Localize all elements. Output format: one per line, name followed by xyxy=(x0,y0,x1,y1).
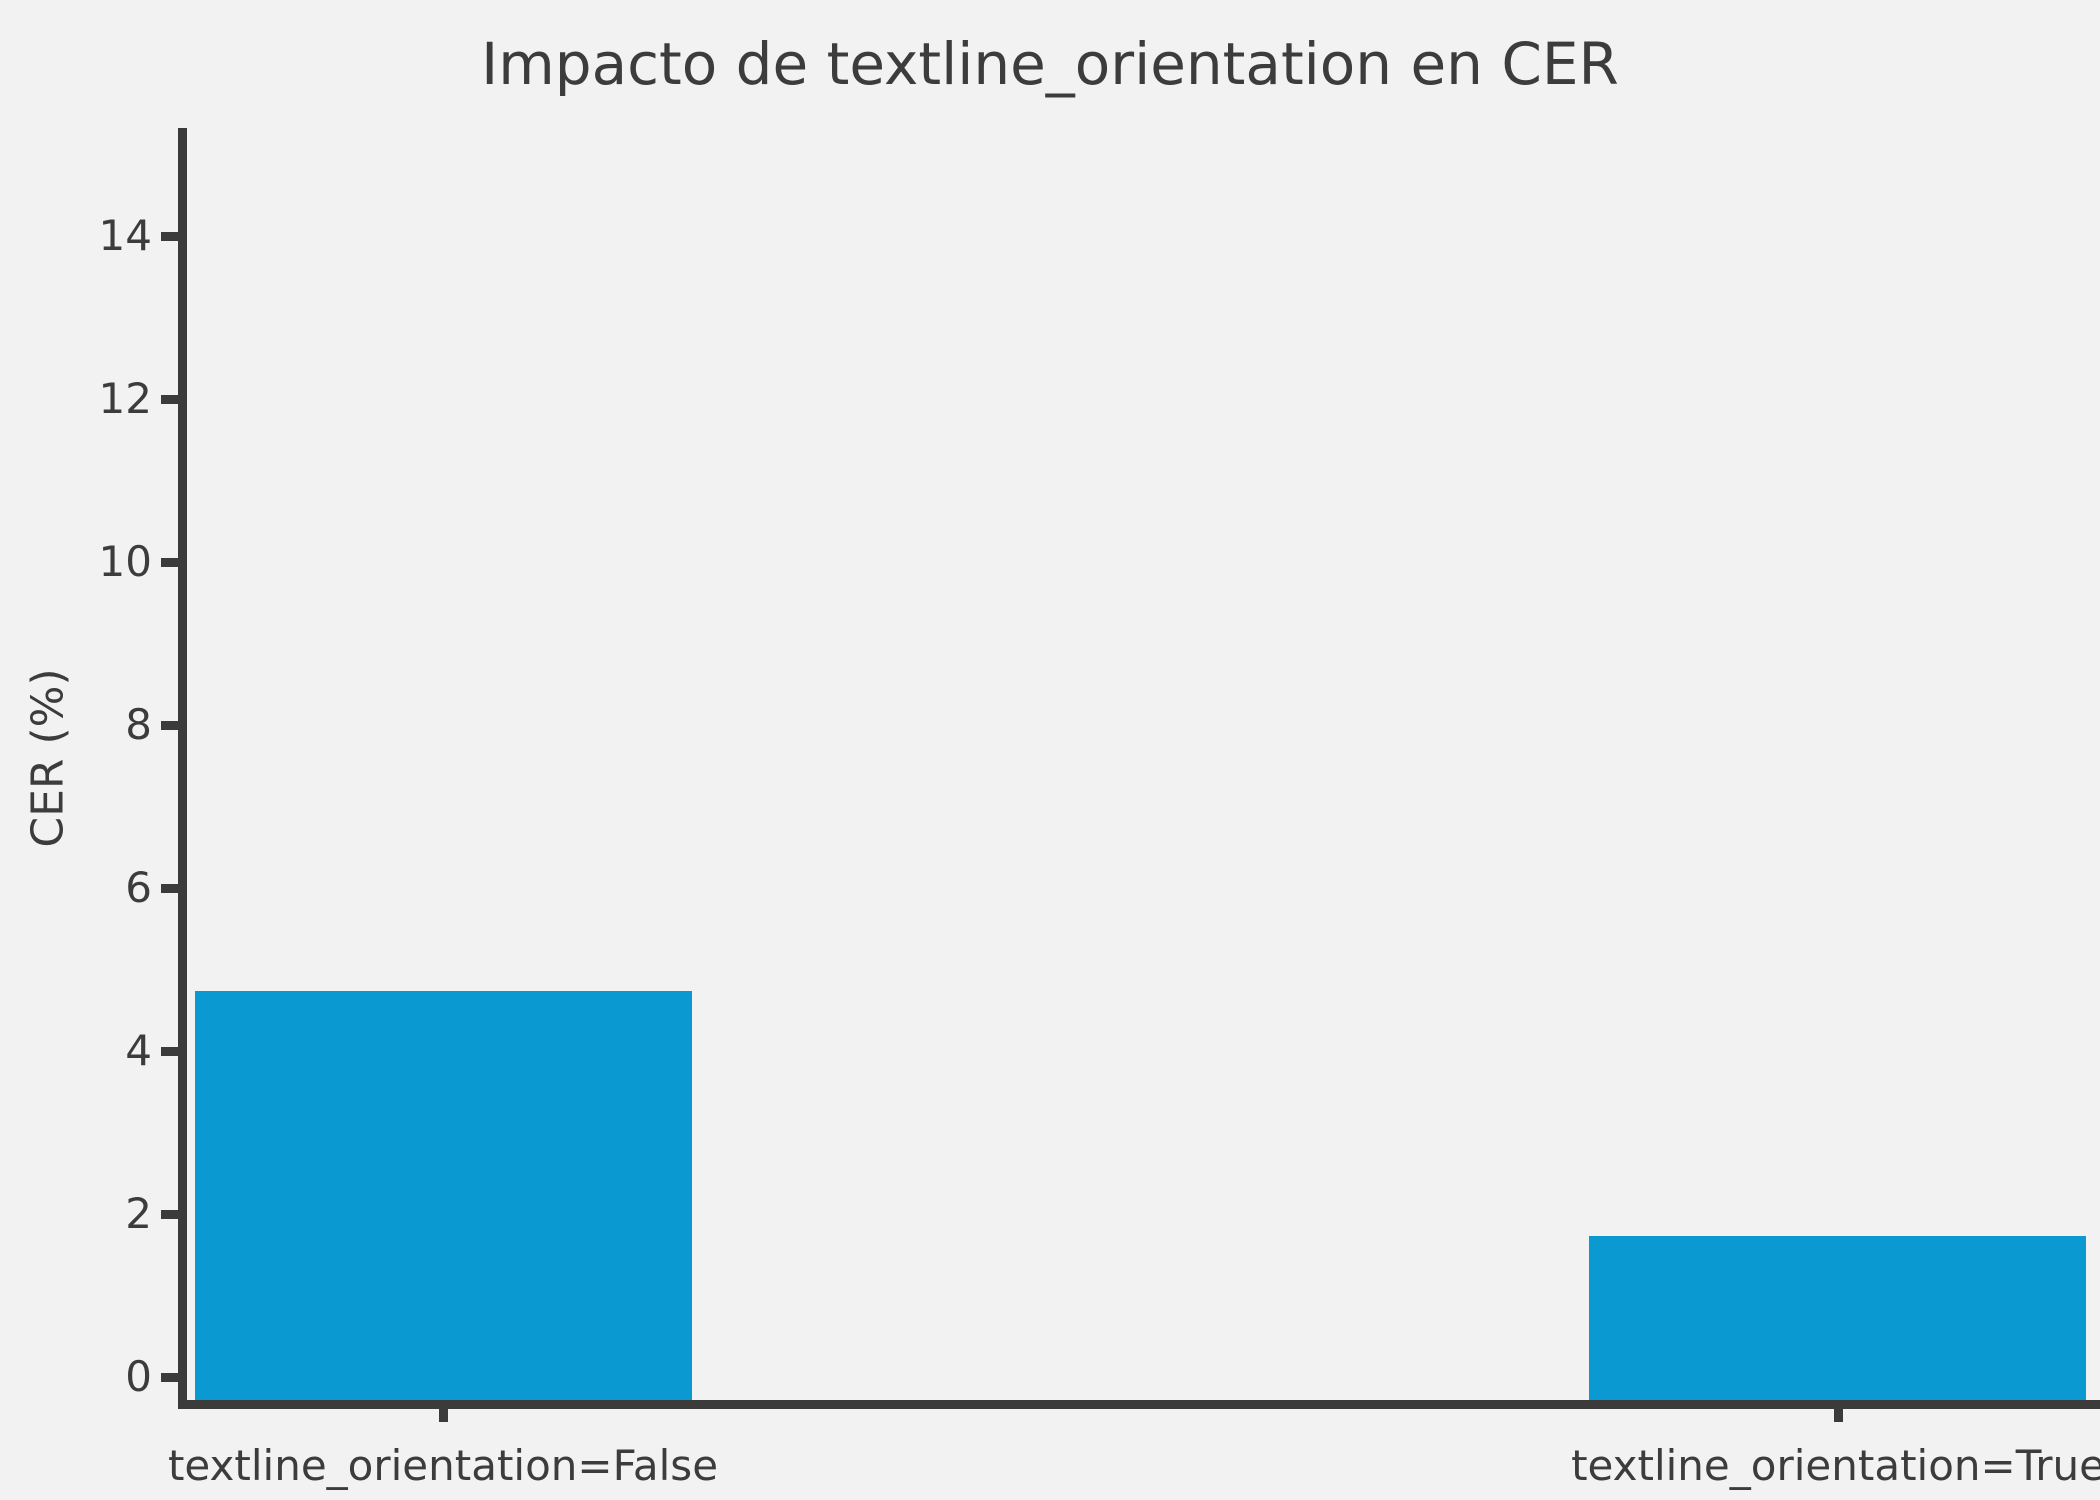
chart-title: Impacto de textline_orientation en CER xyxy=(481,30,1619,98)
y-tick-label: 10 xyxy=(98,537,152,586)
y-tick-mark xyxy=(161,721,178,730)
y-tick-mark xyxy=(161,232,178,241)
y-tick-label: 2 xyxy=(125,1189,152,1238)
bar-true xyxy=(1589,1236,2086,1400)
x-axis-spine xyxy=(178,1400,2100,1409)
y-tick-mark xyxy=(161,1210,178,1219)
y-tick-label: 4 xyxy=(125,1026,152,1075)
y-tick-mark xyxy=(161,558,178,567)
y-tick-mark xyxy=(161,1047,178,1056)
x-tick-label: textline_orientation=True xyxy=(1571,1441,2100,1490)
y-tick-label: 14 xyxy=(98,211,152,260)
y-axis-spine xyxy=(178,128,187,1409)
x-tick-mark xyxy=(439,1409,448,1422)
y-tick-label: 0 xyxy=(125,1352,152,1401)
y-tick-mark xyxy=(161,884,178,893)
y-tick-mark xyxy=(161,1373,178,1382)
y-tick-label: 8 xyxy=(125,700,152,749)
x-tick-mark xyxy=(1834,1409,1843,1422)
x-tick-label: textline_orientation=False xyxy=(167,1441,719,1490)
y-tick-mark xyxy=(161,395,178,404)
y-tick-label: 12 xyxy=(98,374,152,423)
y-tick-label: 6 xyxy=(125,863,152,912)
bar-false xyxy=(195,991,692,1400)
